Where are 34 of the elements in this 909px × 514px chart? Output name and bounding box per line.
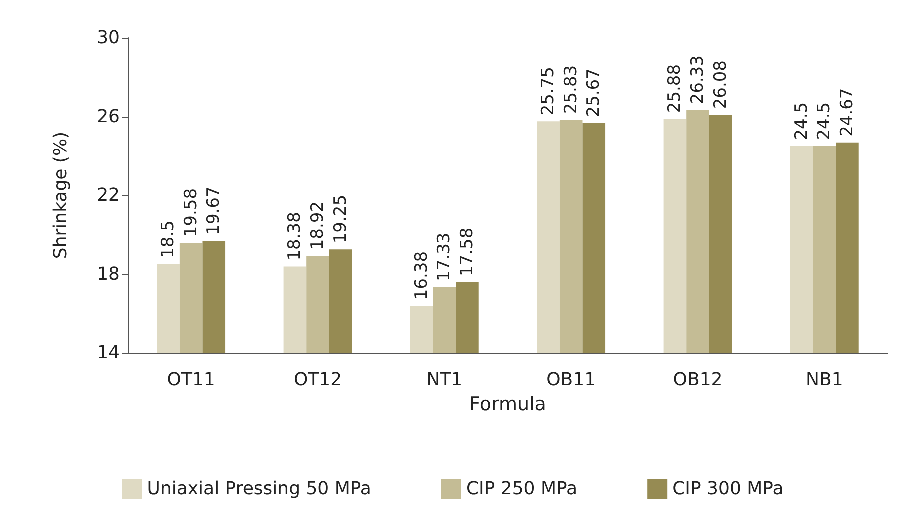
y-tick-label: 30 <box>97 28 120 48</box>
data-label: 24.5 <box>814 102 835 140</box>
x-tick-label: NB1 <box>806 370 844 390</box>
x-tick-label: OB11 <box>546 370 596 390</box>
data-label: 17.58 <box>457 228 478 277</box>
data-label: 18.38 <box>285 212 306 261</box>
data-label: 19.58 <box>181 188 202 238</box>
data-label: 25.75 <box>538 67 559 116</box>
data-label: 16.38 <box>412 251 432 300</box>
x-tick-label: OT12 <box>294 370 342 390</box>
x-tick-label: OT11 <box>167 370 216 390</box>
y-tick-label: 14 <box>97 342 120 364</box>
x-tick-label: OB12 <box>673 370 723 390</box>
data-label: 17.33 <box>434 232 455 282</box>
data-label: 24.67 <box>837 88 858 137</box>
y-tick-label: 18 <box>97 264 120 285</box>
data-label: 18.5 <box>158 220 179 258</box>
y-tick-label: 26 <box>97 106 120 128</box>
data-label: 25.67 <box>584 68 604 118</box>
data-label: 19.67 <box>204 186 224 236</box>
x-axis-title: Formula <box>470 394 546 416</box>
data-label: 18.92 <box>308 201 328 250</box>
data-label: 26.33 <box>688 56 708 104</box>
data-label: 24.5 <box>792 102 812 140</box>
data-label: 19.25 <box>330 194 351 244</box>
legend-label: CIP 300 MPa <box>672 478 784 500</box>
data-label: 25.88 <box>665 64 686 114</box>
legend-label: CIP 250 MPa <box>466 478 578 500</box>
data-label: 26.08 <box>710 60 731 110</box>
y-tick-label: 22 <box>97 185 120 206</box>
data-label: 25.83 <box>561 65 582 114</box>
y-axis-title: Shrinkage (%) <box>50 132 72 260</box>
x-tick-label: NT1 <box>426 370 463 390</box>
legend-label: Uniaxial Pressing 50 MPa <box>147 478 372 500</box>
